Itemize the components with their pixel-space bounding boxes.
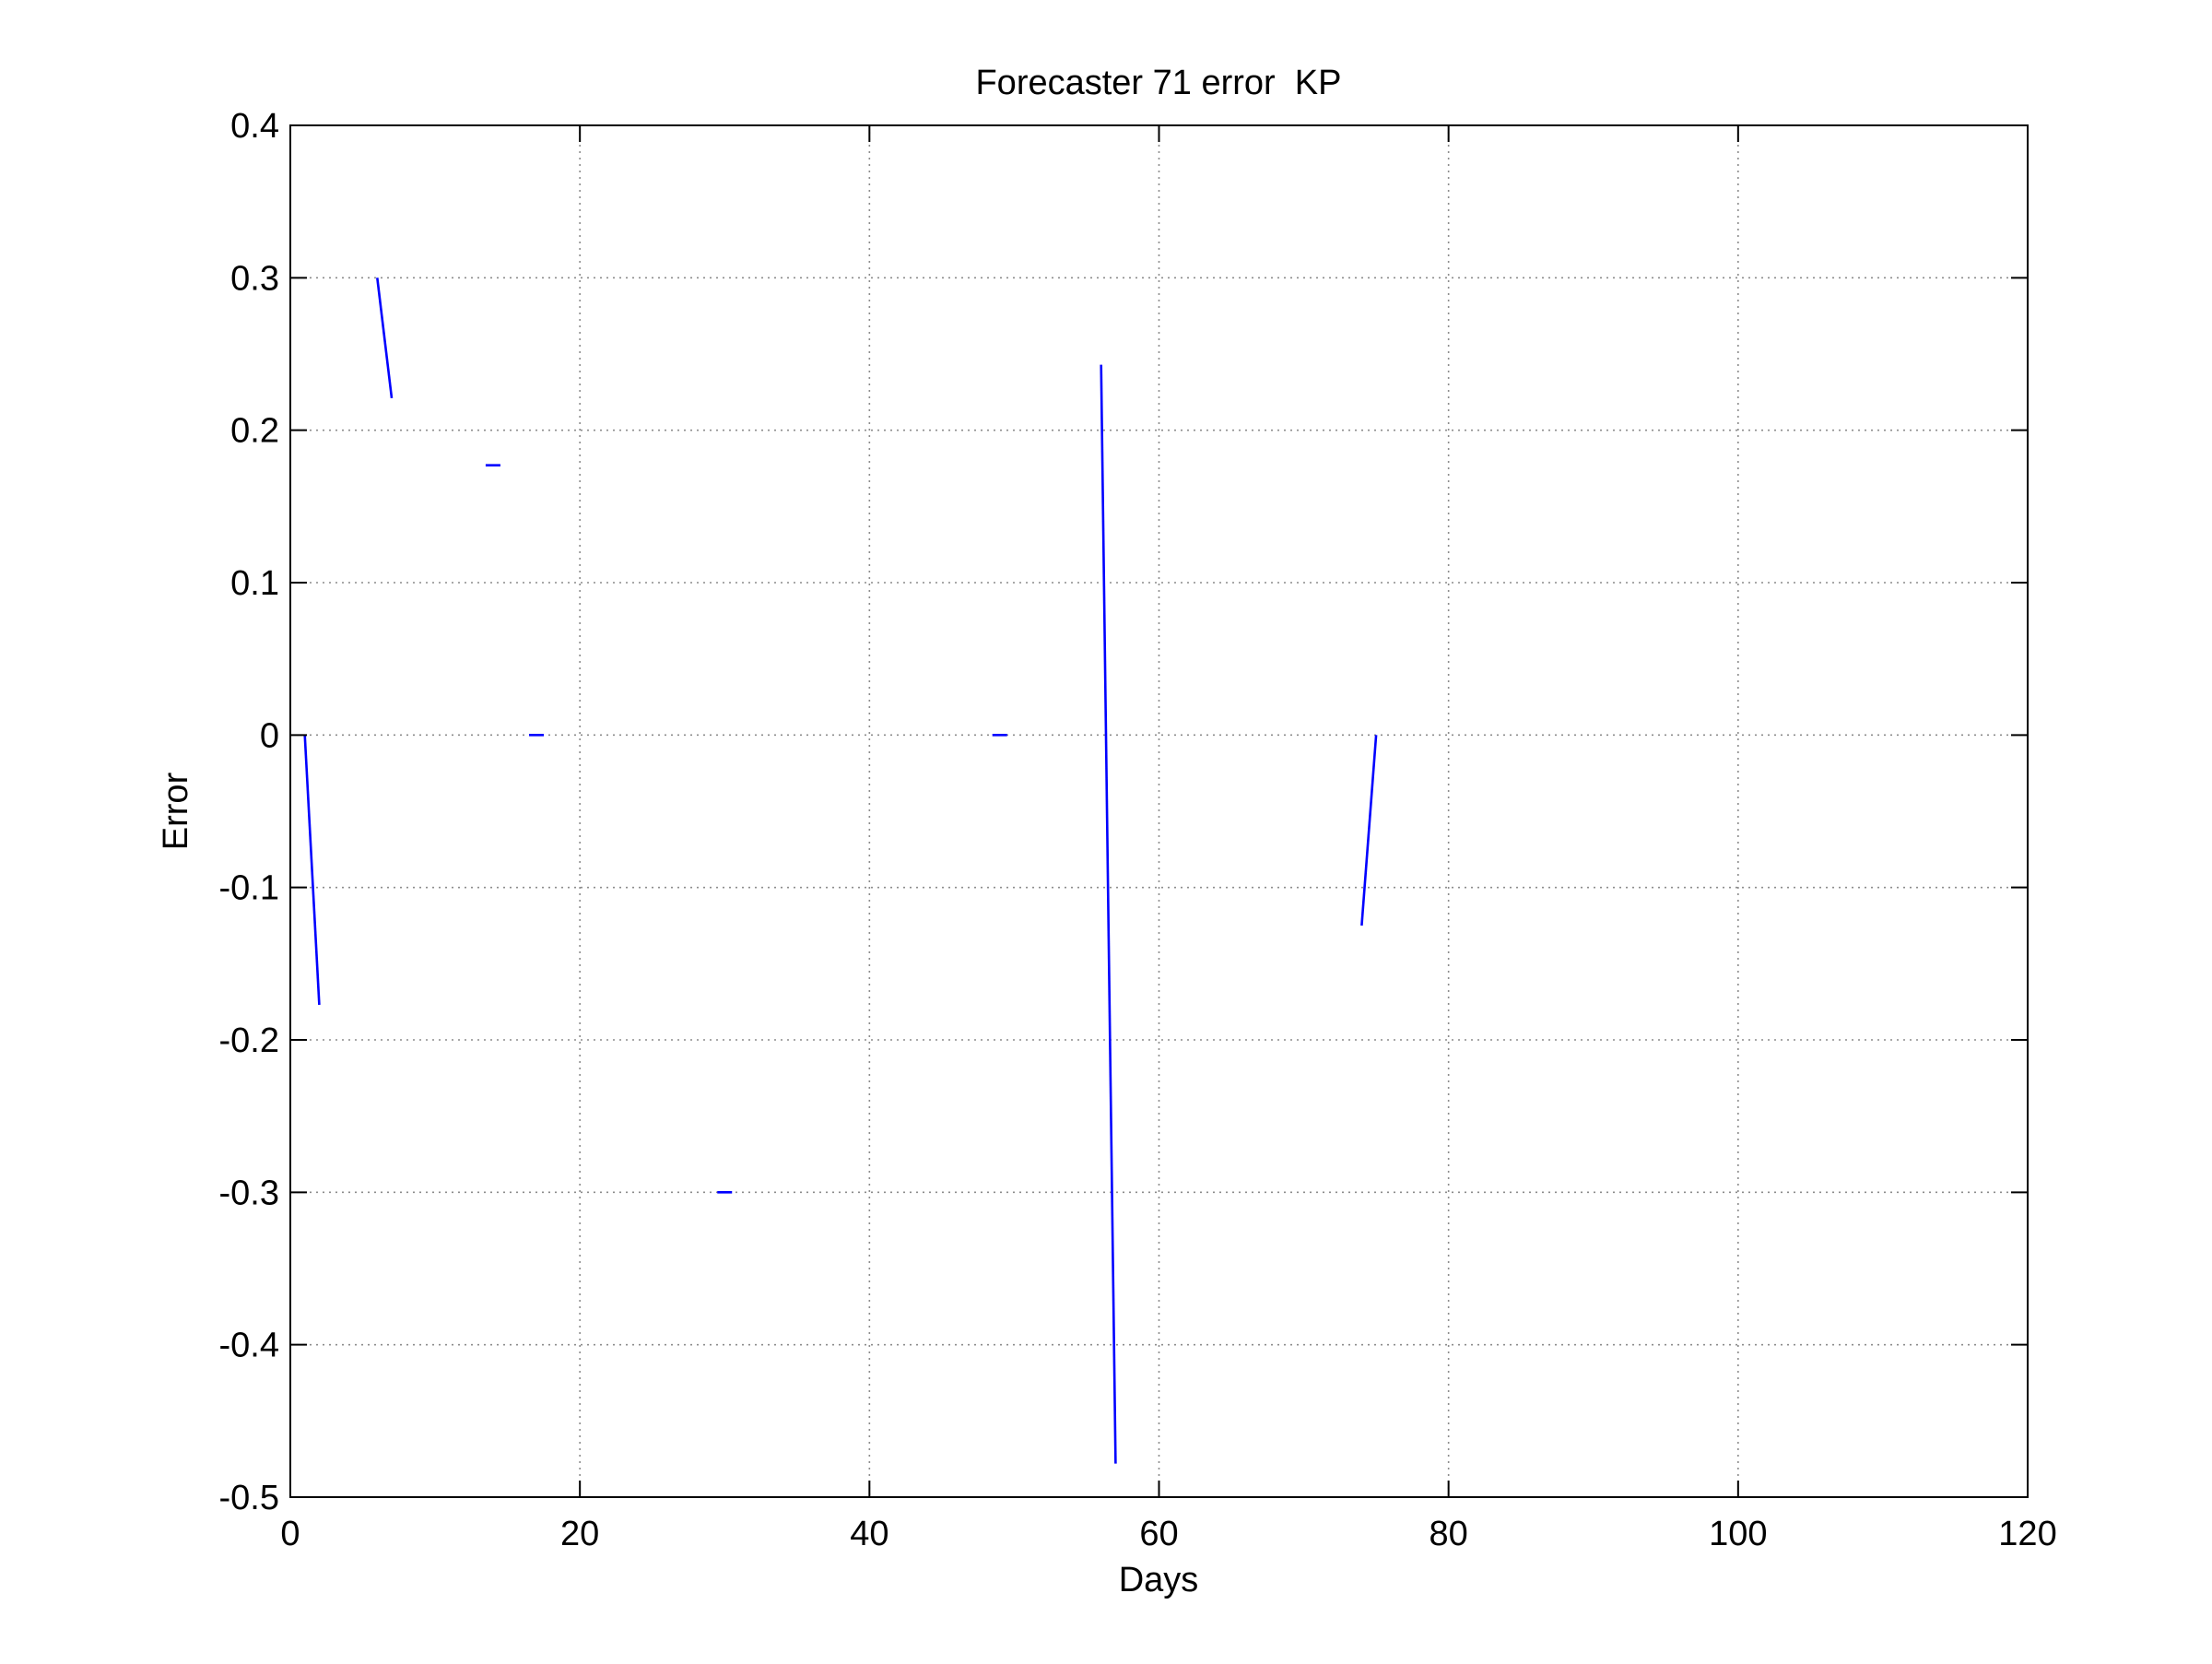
y-tick-label: -0.2: [219, 1021, 279, 1060]
series-line-segment: [303, 735, 321, 1006]
chart-title: Forecaster 71 error KP: [975, 64, 1341, 102]
y-tick-label: 0.2: [230, 412, 279, 451]
series-line-segment: [1360, 735, 1378, 926]
x-tick-label: 20: [560, 1515, 599, 1553]
x-tick-label: 0: [280, 1515, 300, 1553]
y-tick-label: -0.4: [219, 1327, 279, 1365]
x-tick-label: 80: [1430, 1515, 1468, 1553]
y-tick-label: 0.1: [230, 564, 279, 603]
series-line-segment: [376, 277, 394, 399]
y-axis-label: Error: [157, 772, 195, 850]
x-tick-label: 60: [1139, 1515, 1178, 1553]
y-tick-label: 0.3: [230, 259, 279, 298]
y-tick-label: -0.3: [219, 1174, 279, 1212]
y-tick-label: -0.5: [219, 1479, 279, 1517]
y-tick-label: -0.1: [219, 869, 279, 908]
label-layer: 0 20 40 60 80 100 120 -0.5 -0.4 -0.3 -0.2 -0.1 0 0.1 0…: [219, 107, 2057, 1553]
y-tick-label: 0: [260, 716, 279, 755]
series-line-segment: [1100, 364, 1117, 1464]
x-axis-label: Days: [1119, 1561, 1199, 1599]
x-tick-label: 40: [850, 1515, 888, 1553]
x-tick-label: 120: [1998, 1515, 2056, 1553]
y-tick-label: 0.4: [230, 107, 279, 146]
grid-layer: [290, 125, 2028, 1497]
x-tick-label: 100: [1709, 1515, 1767, 1553]
series-layer: [303, 277, 1378, 1464]
tick-layer: [289, 124, 2029, 1498]
